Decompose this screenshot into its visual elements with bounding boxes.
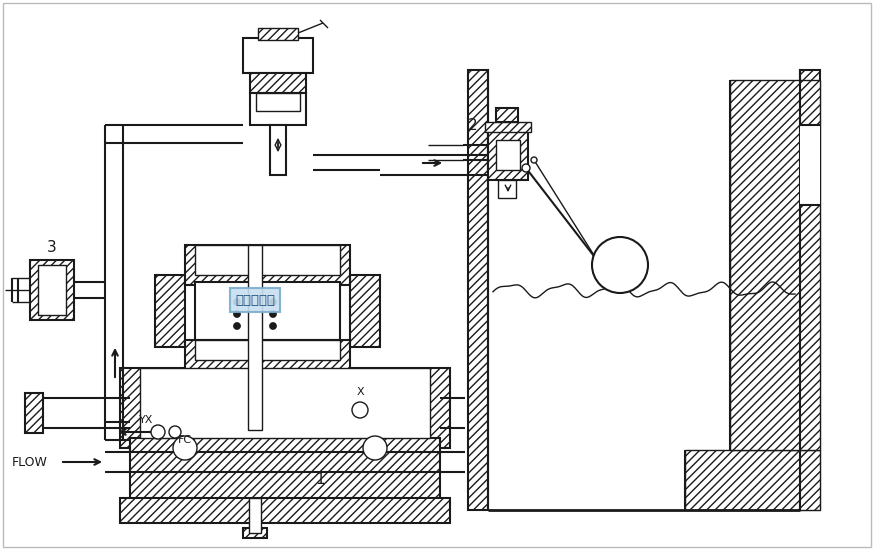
Bar <box>185 245 350 285</box>
Bar <box>498 180 516 198</box>
Circle shape <box>233 311 240 317</box>
Bar <box>350 275 380 347</box>
Circle shape <box>269 311 276 317</box>
Circle shape <box>352 402 368 418</box>
Bar <box>120 368 450 448</box>
Bar <box>800 125 820 205</box>
Text: FC: FC <box>178 435 192 445</box>
Circle shape <box>363 436 387 460</box>
Circle shape <box>269 299 276 305</box>
Bar <box>256 93 300 111</box>
Circle shape <box>151 425 165 439</box>
Bar <box>120 498 450 523</box>
Bar <box>730 80 820 450</box>
Bar <box>485 122 531 132</box>
Bar <box>195 245 340 275</box>
Bar <box>249 498 261 533</box>
Circle shape <box>173 436 197 460</box>
Bar <box>38 265 66 315</box>
Circle shape <box>233 299 240 305</box>
Bar <box>130 438 440 508</box>
Bar <box>195 282 340 340</box>
Circle shape <box>592 237 648 293</box>
Text: 1: 1 <box>316 472 325 487</box>
Circle shape <box>269 322 276 329</box>
Text: YX: YX <box>139 415 153 425</box>
Bar <box>468 70 488 510</box>
Bar <box>496 108 518 122</box>
Bar <box>250 73 306 93</box>
Bar <box>270 125 286 175</box>
Bar <box>496 140 520 170</box>
Text: 遥控浮球阀: 遥控浮球阀 <box>235 294 275 306</box>
Bar <box>243 528 267 538</box>
Bar <box>488 130 528 180</box>
Bar <box>243 38 313 73</box>
Bar <box>258 28 298 40</box>
Text: X: X <box>357 387 364 397</box>
Bar <box>185 340 350 370</box>
Bar <box>140 368 430 438</box>
Bar <box>250 93 306 125</box>
Bar <box>155 275 185 347</box>
Bar <box>800 70 820 510</box>
Circle shape <box>522 164 530 172</box>
Bar <box>685 450 820 510</box>
Bar <box>30 260 74 320</box>
Text: 3: 3 <box>47 240 57 256</box>
Circle shape <box>233 322 240 329</box>
Circle shape <box>531 157 537 163</box>
Bar <box>25 393 43 433</box>
Bar <box>195 340 340 360</box>
Text: FLOW: FLOW <box>12 455 48 469</box>
Bar <box>248 245 262 430</box>
Circle shape <box>169 426 181 438</box>
Text: 2: 2 <box>468 118 478 133</box>
